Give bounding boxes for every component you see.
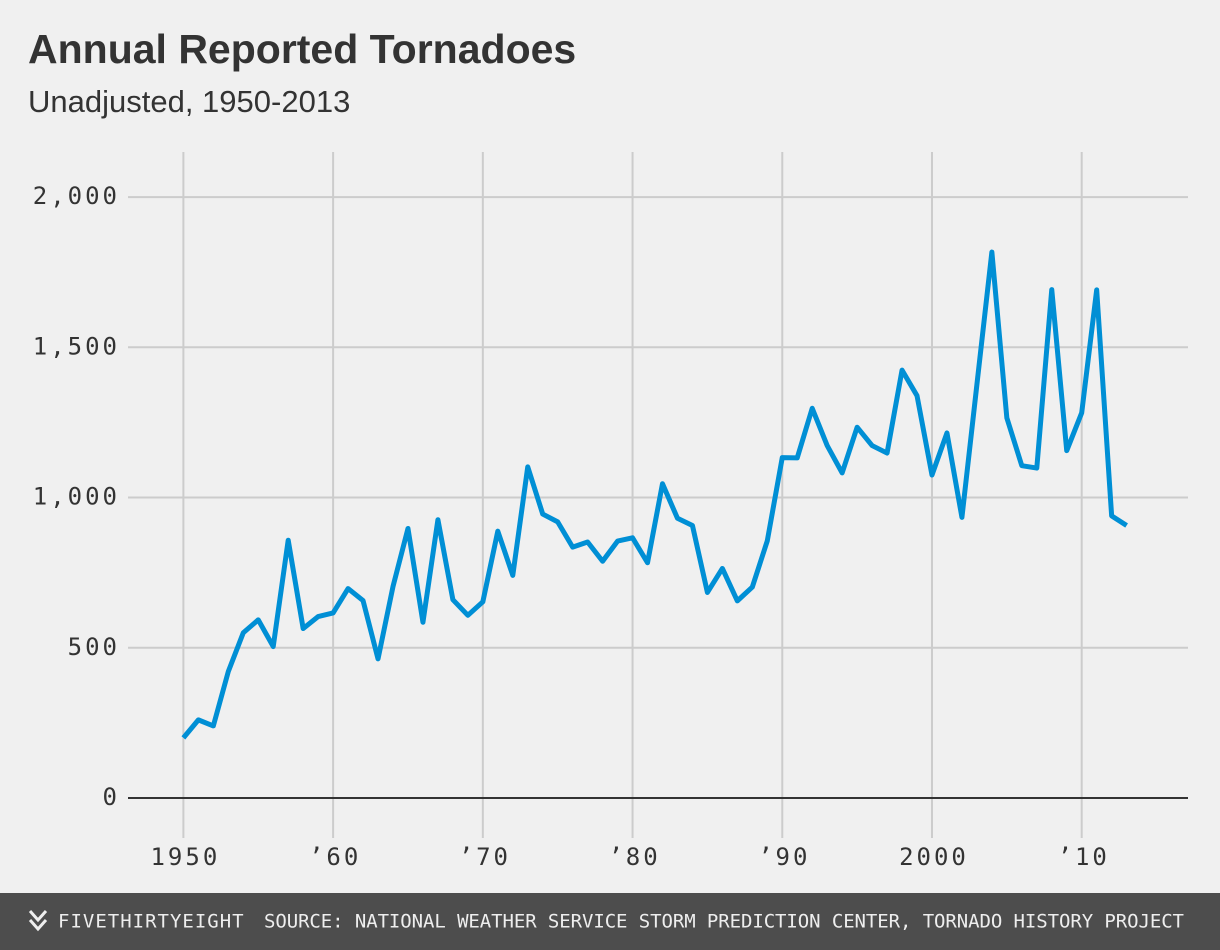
x-tick-label: ’10 — [1058, 843, 1110, 871]
x-tick-label: ’80 — [608, 843, 660, 871]
y-tick-label: 1,500 — [33, 332, 120, 360]
footer-brand: FIVETHIRTYEIGHT — [58, 911, 245, 933]
y-tick-label: 500 — [68, 633, 120, 661]
chart-title: Annual Reported Tornadoes — [28, 26, 576, 72]
footer-bar — [0, 893, 1220, 950]
x-tick-label: ’90 — [758, 843, 810, 871]
footer-source: SOURCE: NATIONAL WEATHER SERVICE STORM P… — [264, 911, 1184, 933]
y-tick-label: 0 — [103, 783, 120, 811]
brand-logo — [28, 910, 48, 932]
y-tick-label: 2,000 — [33, 182, 120, 210]
chart-subtitle: Unadjusted, 1950-2013 — [28, 84, 350, 119]
x-tick-label: 1950 — [150, 843, 220, 871]
y-tick-label: 1,000 — [33, 483, 120, 511]
data-line — [181, 249, 1128, 740]
x-tick-label: ’60 — [309, 843, 361, 871]
x-tick-label: ’70 — [459, 843, 511, 871]
x-tick-label: 2000 — [899, 843, 969, 871]
